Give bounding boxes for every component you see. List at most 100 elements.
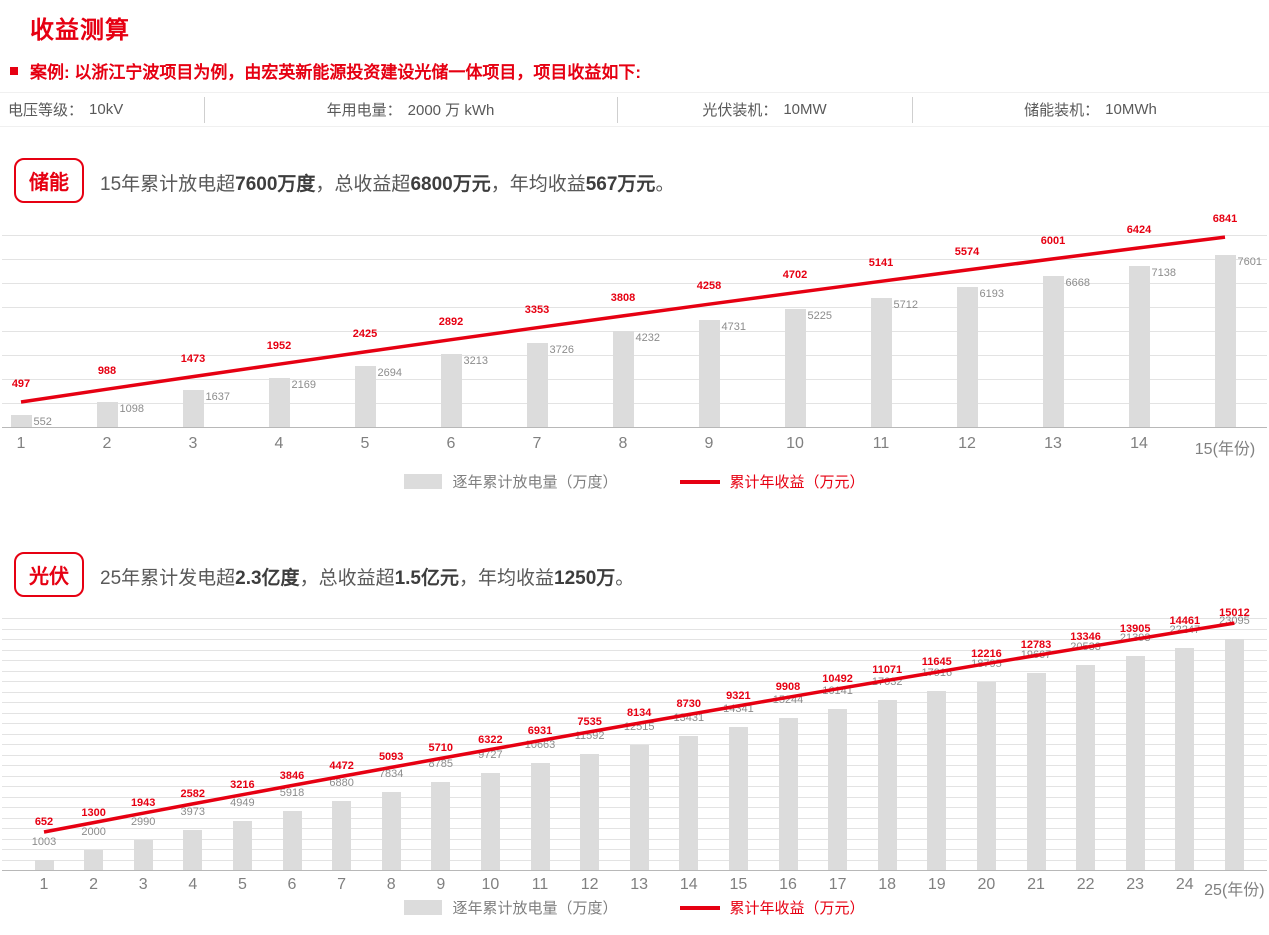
line-value-label: 1473 (180, 352, 206, 365)
divider (912, 97, 913, 123)
gridline (2, 259, 1267, 260)
info-label: 电压等级： (8, 102, 84, 119)
bar-value-label: 5712 (893, 298, 918, 311)
info-value: 10MWh (1105, 101, 1157, 118)
bar (96, 402, 118, 427)
summary-text: ，总收益超 (299, 568, 395, 589)
bar (1175, 647, 1195, 870)
bar-value-label: 3726 (549, 343, 574, 356)
bar (268, 377, 290, 427)
x-tick-label: 5 (360, 435, 370, 452)
x-tick-label: 6 (446, 435, 456, 452)
bar-value-label: 4731 (721, 321, 746, 334)
bar (1026, 673, 1046, 870)
divider (204, 97, 205, 123)
line-value-label: 1300 (81, 806, 106, 819)
bar (381, 791, 401, 870)
x-tick-label: 1 (16, 435, 26, 452)
x-tick-label: 12 (580, 876, 599, 893)
bar (877, 699, 897, 870)
bar (354, 366, 376, 427)
bar (1042, 276, 1064, 427)
gridline (2, 628, 1267, 630)
bar (1076, 664, 1096, 870)
line-value-label: 6001 (1040, 234, 1066, 247)
bar (182, 390, 204, 427)
bar (1125, 656, 1145, 870)
bar (784, 308, 806, 427)
bar-value-label: 6193 (979, 288, 1004, 301)
line-value-label: 6841 (1212, 213, 1238, 226)
info-voltage-level: 电压等级： 10kV (8, 93, 123, 126)
bar (1128, 265, 1150, 427)
case-note: 案例: 以浙江宁波项目为例，由宏英新能源投资建设光储一体项目，项目收益如下: (10, 58, 641, 83)
bar (34, 859, 54, 870)
x-tick-label: 21 (1027, 876, 1045, 893)
gridline (2, 235, 1267, 236)
bar-value-label: 7138 (1151, 266, 1176, 279)
bar-value-label: 5225 (807, 309, 832, 322)
x-tick-label: 16 (779, 876, 797, 893)
line-value-label: 11071 (872, 664, 903, 677)
line-value-label: 9908 (775, 681, 801, 694)
bar (976, 682, 996, 870)
x-tick-label: 23 (1126, 876, 1145, 893)
bar-value-label: 3973 (180, 806, 206, 819)
gridline (2, 712, 1267, 714)
bullet-square-icon (10, 66, 18, 75)
bar-value-label: 2000 (81, 826, 106, 838)
bar (10, 414, 32, 427)
x-tick-label: 8 (618, 435, 628, 452)
summary-text: 15年累计放电超 (100, 174, 236, 195)
x-tick-label: 6 (287, 876, 297, 893)
x-tick-label: 12 (958, 435, 976, 452)
bar (1214, 255, 1236, 427)
line-value-label: 6424 (1126, 223, 1152, 236)
storage-summary-text: 15年累计放电超7600万度，总收益超6800万元，年均收益567万元。 (100, 169, 674, 196)
bar-value-label: 4949 (230, 796, 255, 809)
line-value-label: 5141 (868, 257, 894, 270)
bar (431, 782, 451, 870)
storage-badge: 储能 (14, 158, 84, 203)
bar-value-label: 2169 (291, 378, 316, 391)
summary-highlight: 1250万 (554, 568, 616, 589)
line-value-label: 3216 (230, 778, 255, 791)
summary-highlight: 6800万元 (410, 174, 491, 195)
bar (612, 331, 634, 427)
bar-value-label: 3213 (463, 355, 488, 368)
summary-highlight: 2.3亿度 (235, 568, 300, 589)
gridline (2, 403, 1267, 404)
summary-text: 。 (655, 174, 675, 195)
x-tick-label: 10 (481, 876, 500, 893)
line-value-label: 8730 (676, 698, 702, 711)
x-tick-label: 14 (1130, 435, 1148, 452)
x-tick-label: 2 (102, 435, 112, 452)
x-tick-label: 18 (878, 876, 897, 893)
legend-label: 逐年累计放电量（万度） (452, 900, 618, 917)
line-value-label: 4258 (696, 280, 722, 293)
line-value-label: 6931 (527, 724, 553, 737)
line-value-label: 8134 (626, 707, 652, 720)
gridline (2, 379, 1267, 380)
bar-value-label: 4232 (635, 332, 660, 345)
bar (679, 735, 699, 870)
x-tick-label: 24 (1175, 876, 1194, 893)
gridline (2, 670, 1267, 672)
line-swatch-icon (679, 479, 720, 484)
x-tick-label: 5 (237, 876, 247, 893)
line-value-label: 3808 (610, 291, 636, 304)
line-value-label: 3846 (279, 769, 305, 782)
gridline (2, 681, 1267, 682)
info-annual-consumption: 年用电量： 2000 万 kWh (204, 93, 617, 126)
bar (530, 763, 550, 870)
legend-label: 逐年累计放电量（万度） (452, 474, 618, 491)
legend-label: 累计年收益（万元） (729, 474, 865, 491)
bar-swatch-icon (404, 474, 443, 489)
bar (282, 810, 302, 870)
bar (526, 342, 548, 427)
x-tick-label: 9 (704, 435, 714, 452)
line-swatch-icon (679, 905, 720, 910)
line-value-label: 5574 (954, 245, 980, 258)
gridline (2, 744, 1267, 745)
x-tick-label: 11 (872, 435, 890, 452)
